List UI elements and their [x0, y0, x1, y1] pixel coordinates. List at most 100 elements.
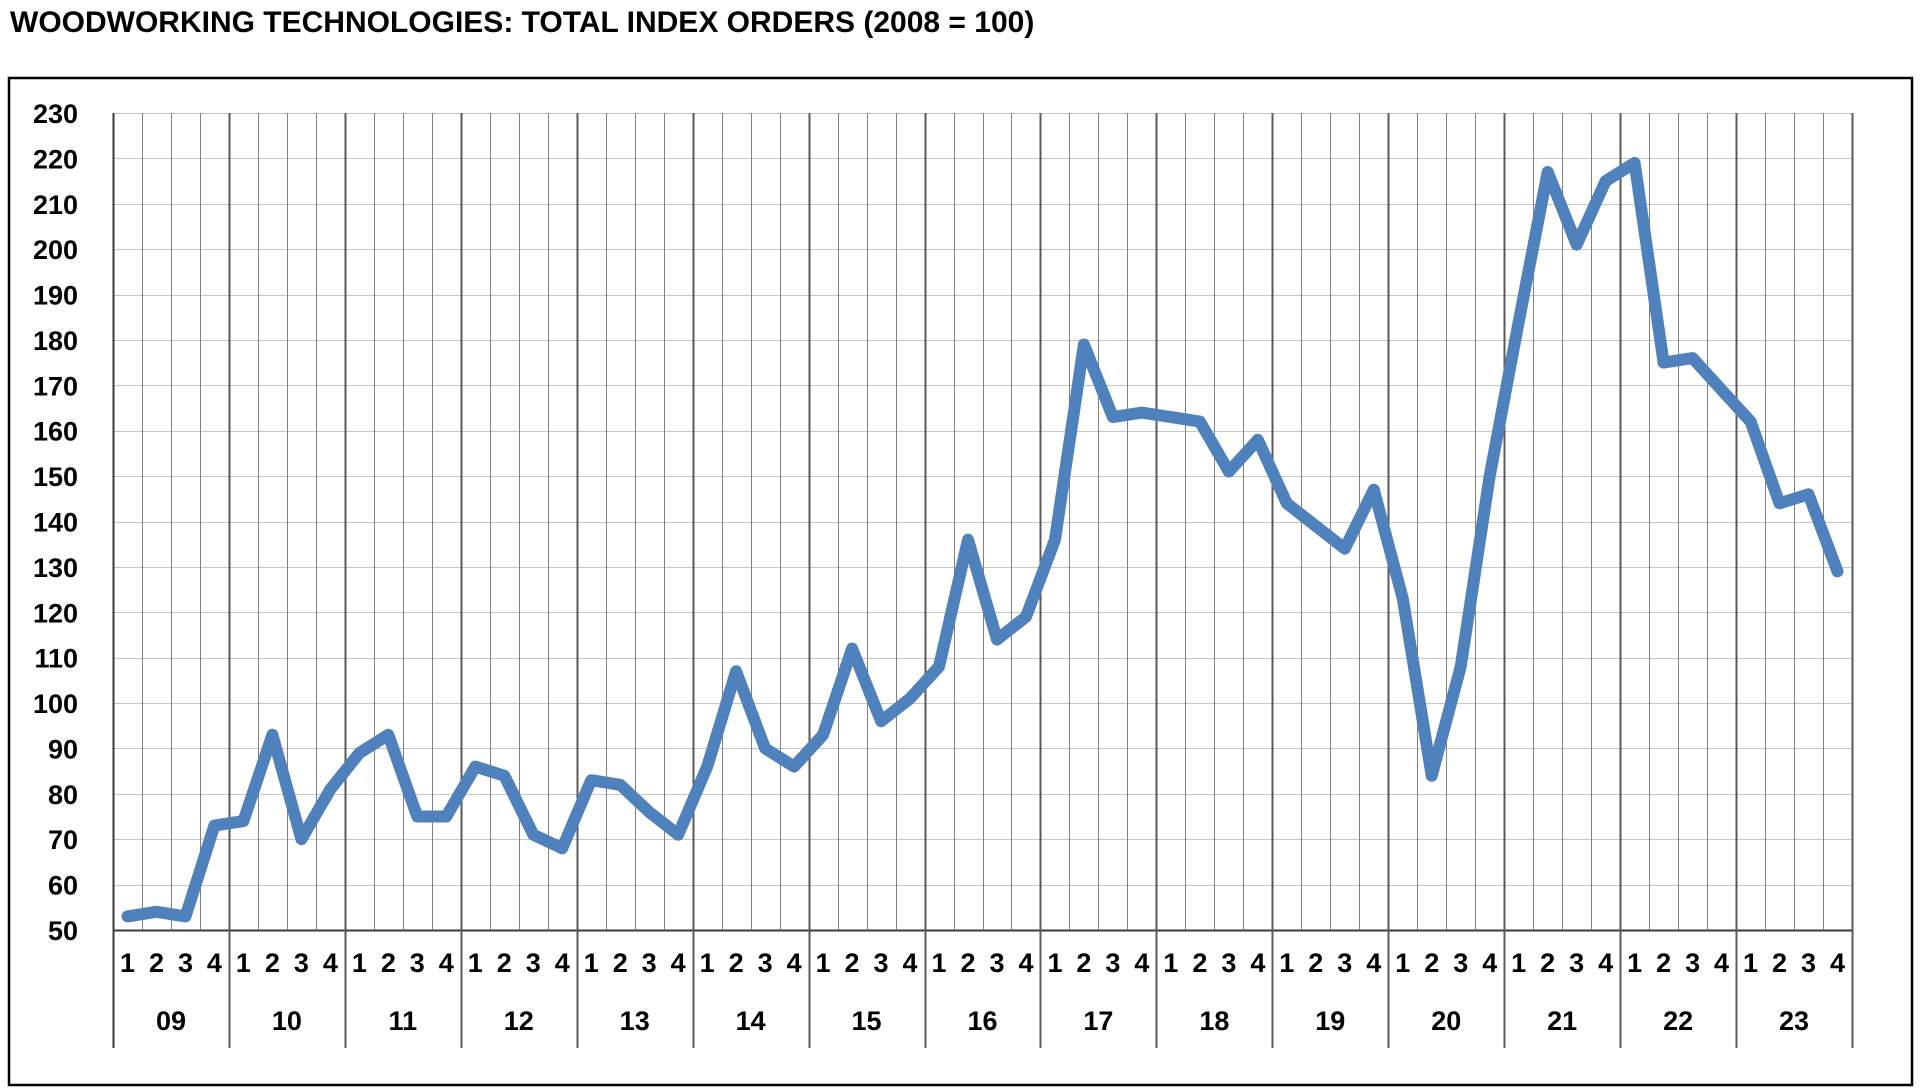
quarter-label: 4 — [1250, 948, 1265, 978]
year-label: 16 — [967, 1006, 997, 1036]
quarter-label: 2 — [1540, 948, 1555, 978]
quarter-label: 2 — [1656, 948, 1671, 978]
quarter-label: 4 — [1830, 948, 1845, 978]
orders-series-line — [121, 156, 1844, 923]
y-tick-label: 220 — [33, 144, 78, 174]
quarter-label: 3 — [642, 948, 657, 978]
quarter-label: 2 — [1076, 948, 1091, 978]
quarter-label: 1 — [236, 948, 251, 978]
quarter-label: 3 — [1453, 948, 1468, 978]
y-tick-label: 110 — [34, 644, 78, 674]
year-label: 14 — [736, 1006, 766, 1036]
year-label: 12 — [504, 1006, 534, 1036]
quarter-label: 3 — [1685, 948, 1700, 978]
quarter-label: 3 — [874, 948, 889, 978]
quarter-label: 1 — [352, 948, 367, 978]
quarter-label: 1 — [816, 948, 831, 978]
quarter-label: 3 — [1337, 948, 1352, 978]
year-label: 11 — [389, 1006, 418, 1036]
quarter-label: 4 — [787, 948, 802, 978]
chart-title: WOODWORKING TECHNOLOGIES: TOTAL INDEX OR… — [10, 6, 1035, 39]
quarter-label: 3 — [989, 948, 1004, 978]
y-tick-label: 140 — [33, 508, 78, 538]
quarter-label: 3 — [178, 948, 193, 978]
y-tick-label: 200 — [33, 235, 78, 265]
quarter-label: 2 — [265, 948, 280, 978]
quarter-label: 4 — [207, 948, 222, 978]
quarter-label: 1 — [1511, 948, 1526, 978]
quarter-label: 1 — [468, 948, 483, 978]
quarter-label: 2 — [1772, 948, 1787, 978]
y-tick-label: 180 — [33, 326, 78, 356]
y-tick-label: 90 — [48, 734, 78, 764]
y-tick-label: 190 — [33, 281, 78, 311]
quarter-label: 2 — [613, 948, 628, 978]
quarter-label: 1 — [120, 948, 135, 978]
y-tick-label: 100 — [33, 689, 78, 719]
quarter-label: 1 — [1627, 948, 1642, 978]
quarter-label: 3 — [526, 948, 541, 978]
quarter-label: 4 — [1598, 948, 1613, 978]
quarter-label: 1 — [932, 948, 947, 978]
quarter-label: 4 — [323, 948, 338, 978]
quarter-label: 4 — [903, 948, 918, 978]
quarter-label: 2 — [381, 948, 396, 978]
year-label: 20 — [1431, 1006, 1461, 1036]
quarter-label: 4 — [1134, 948, 1149, 978]
year-label: 10 — [272, 1006, 302, 1036]
quarter-label: 1 — [1047, 948, 1062, 978]
y-axis-labels: 230 220 210 200 190 180 170 160 150 140 130 120 110 1… — [33, 99, 78, 946]
y-tick-label: 60 — [48, 871, 78, 901]
quarter-label: 2 — [1192, 948, 1207, 978]
y-tick-label: 50 — [48, 916, 78, 946]
quarter-label: 2 — [845, 948, 860, 978]
y-tick-label: 130 — [33, 553, 78, 583]
quarter-label: 2 — [960, 948, 975, 978]
year-label: 21 — [1547, 1006, 1577, 1036]
quarter-label: 2 — [1424, 948, 1439, 978]
year-label: 23 — [1779, 1006, 1809, 1036]
year-label: 09 — [156, 1006, 186, 1036]
quarter-label: 1 — [1163, 948, 1178, 978]
quarter-label: 4 — [1482, 948, 1497, 978]
quarter-label: 1 — [1279, 948, 1294, 978]
quarter-label: 1 — [1743, 948, 1758, 978]
quarter-label: 3 — [1801, 948, 1816, 978]
quarter-label: 2 — [1308, 948, 1323, 978]
y-tick-label: 170 — [33, 371, 78, 401]
quarter-label: 3 — [1569, 948, 1584, 978]
quarter-label: 1 — [584, 948, 599, 978]
quarter-label: 1 — [1395, 948, 1410, 978]
year-labels: 09 10 11 12 13 14 15 16 17 18 19 20 21 22 23 — [156, 1006, 1809, 1036]
year-label: 19 — [1315, 1006, 1345, 1036]
year-label: 13 — [620, 1006, 650, 1036]
y-tick-label: 160 — [33, 417, 78, 447]
y-tick-label: 80 — [48, 780, 78, 810]
y-tick-label: 70 — [48, 825, 78, 855]
quarter-label: 2 — [149, 948, 164, 978]
quarter-label: 3 — [758, 948, 773, 978]
quarter-label: 2 — [497, 948, 512, 978]
quarter-label: 3 — [410, 948, 425, 978]
quarter-label: 4 — [671, 948, 686, 978]
y-tick-label: 210 — [33, 190, 78, 220]
year-label: 18 — [1199, 1006, 1229, 1036]
quarter-label: 4 — [555, 948, 570, 978]
orders-series — [121, 156, 1844, 923]
quarter-label: 4 — [439, 948, 454, 978]
y-tick-label: 230 — [33, 99, 78, 129]
quarter-label: 3 — [1105, 948, 1120, 978]
y-tick-label: 120 — [33, 598, 78, 628]
y-tick-label: 150 — [33, 462, 78, 492]
chart-frame-border — [7, 76, 1914, 1087]
year-label: 17 — [1083, 1006, 1113, 1036]
year-label: 15 — [852, 1006, 882, 1036]
quarter-label: 3 — [294, 948, 309, 978]
quarter-label: 1 — [700, 948, 715, 978]
quarter-label: 4 — [1366, 948, 1381, 978]
quarter-label: 4 — [1714, 948, 1729, 978]
quarter-label: 4 — [1018, 948, 1033, 978]
